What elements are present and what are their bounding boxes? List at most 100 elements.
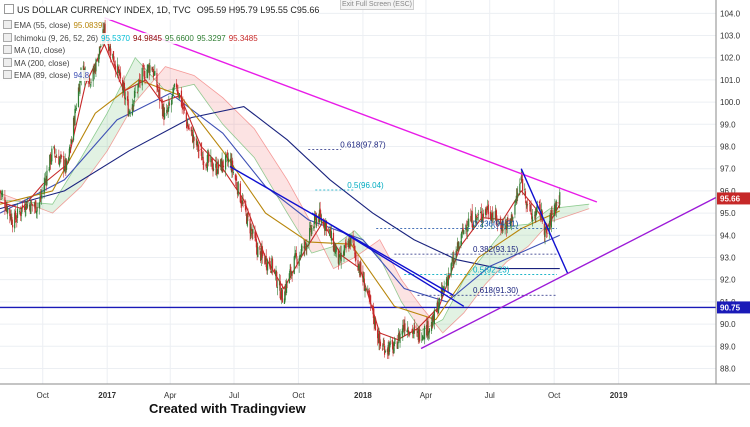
candle-body [510, 214, 513, 223]
candle-body [267, 260, 269, 271]
candle-body [51, 148, 53, 162]
indicator-row[interactable]: MA (200, close) [0, 57, 70, 69]
candle-body [319, 208, 321, 215]
candle-body [187, 125, 189, 127]
candle-body [345, 242, 347, 249]
candle-body [367, 288, 369, 290]
candle-body [29, 205, 31, 212]
indicator-value: 95.3297 [196, 33, 226, 43]
candle-body [461, 229, 463, 232]
candle-body [49, 154, 52, 165]
candle-body [521, 179, 523, 182]
candle-body [408, 334, 410, 336]
trend-line-blue-channel-2[interactable] [311, 212, 465, 307]
candle-body [284, 287, 286, 301]
candle-body [534, 216, 536, 219]
indicator-row[interactable]: EMA (55, close) 95.0839 [0, 20, 103, 31]
candle-body [141, 68, 143, 86]
candle-body [402, 324, 404, 334]
candle-body [49, 154, 51, 170]
candle-body [535, 211, 537, 217]
indicator-row[interactable]: EMA (89, close) 94.8 [0, 70, 90, 81]
candle-body [430, 322, 433, 331]
eye-icon[interactable] [3, 57, 12, 67]
candle-body [271, 258, 273, 273]
candle-body [201, 149, 203, 161]
candle-body [389, 341, 391, 346]
candle-body [256, 245, 258, 256]
candle-body [421, 339, 423, 341]
fib-label: 0.5(96.04) [347, 181, 384, 190]
candle-body [7, 208, 9, 214]
candle-body [461, 231, 463, 239]
level-price-tag-bg [717, 301, 750, 314]
candle-body [266, 265, 268, 269]
candle-body [112, 53, 114, 59]
candle-body [259, 245, 261, 250]
candle-body [533, 214, 536, 216]
trend-line-magenta-resistance[interactable] [104, 17, 598, 203]
candle-body [358, 265, 360, 270]
candle-body [555, 200, 557, 211]
indicator-row[interactable]: Ichimoku (9, 26, 52, 26) 95.5370 94.9845 95… [0, 32, 258, 44]
x-tick-label: 2018 [354, 391, 372, 400]
fib-label: 0.5(92.23) [473, 266, 510, 275]
candle-body [407, 330, 410, 333]
candle-body [241, 200, 244, 205]
eye-icon[interactable] [3, 45, 12, 54]
candle-body [251, 232, 253, 235]
candle-body [166, 111, 169, 113]
candle-body [215, 162, 218, 175]
y-tick-label: 98.0 [720, 142, 736, 151]
candle-body [517, 192, 519, 198]
candle-body [34, 202, 36, 206]
candle-body [383, 344, 385, 345]
candle-body [538, 201, 541, 204]
candle-body [65, 159, 67, 171]
candle-body [262, 251, 264, 257]
eye-icon[interactable] [3, 32, 12, 42]
candle-body [11, 216, 13, 225]
ma-line-ema-55-close- [0, 79, 560, 321]
candle-body [384, 345, 386, 355]
eye-icon[interactable] [3, 70, 12, 79]
candle-body [339, 253, 341, 255]
candle-body [496, 223, 499, 225]
candle-body [388, 342, 391, 352]
candle-body [496, 215, 498, 225]
indicator-value: 95.5370 [101, 33, 130, 43]
candle-body [5, 207, 7, 210]
trend-lines[interactable] [104, 17, 717, 350]
indicator-row[interactable]: MA (10, close) [0, 45, 66, 56]
candle-body [149, 65, 151, 73]
candle-body [283, 298, 286, 304]
indicator-name: EMA (89, close) [14, 71, 71, 80]
trend-line-purple-support[interactable] [420, 196, 717, 350]
candle-body [181, 105, 183, 107]
candle-body [97, 59, 99, 62]
exit-fullscreen-button[interactable]: Exit Full Screen (ESC) [340, 0, 414, 10]
candle-body [386, 349, 389, 353]
x-tick-label: Jul [485, 391, 495, 400]
candle-body [16, 219, 18, 221]
candle-body [300, 249, 302, 256]
candle-body [64, 159, 66, 169]
ohlc-open: O95.59 [196, 5, 227, 15]
trend-line-blue-short[interactable] [520, 168, 569, 274]
candle-body [153, 73, 155, 75]
candle-body [342, 254, 344, 256]
candle-body [220, 159, 222, 167]
candle-body [510, 221, 512, 225]
candle-body [208, 152, 210, 162]
candle-body [89, 84, 91, 86]
candle-body [436, 302, 438, 311]
candle-body [456, 242, 459, 252]
eye-icon[interactable] [3, 20, 12, 29]
candle-body [281, 287, 283, 298]
candle-body [492, 218, 494, 220]
candle-body [5, 206, 7, 210]
candle-body [452, 257, 454, 265]
candle-body [61, 155, 63, 158]
collapse-icon[interactable] [4, 4, 14, 14]
